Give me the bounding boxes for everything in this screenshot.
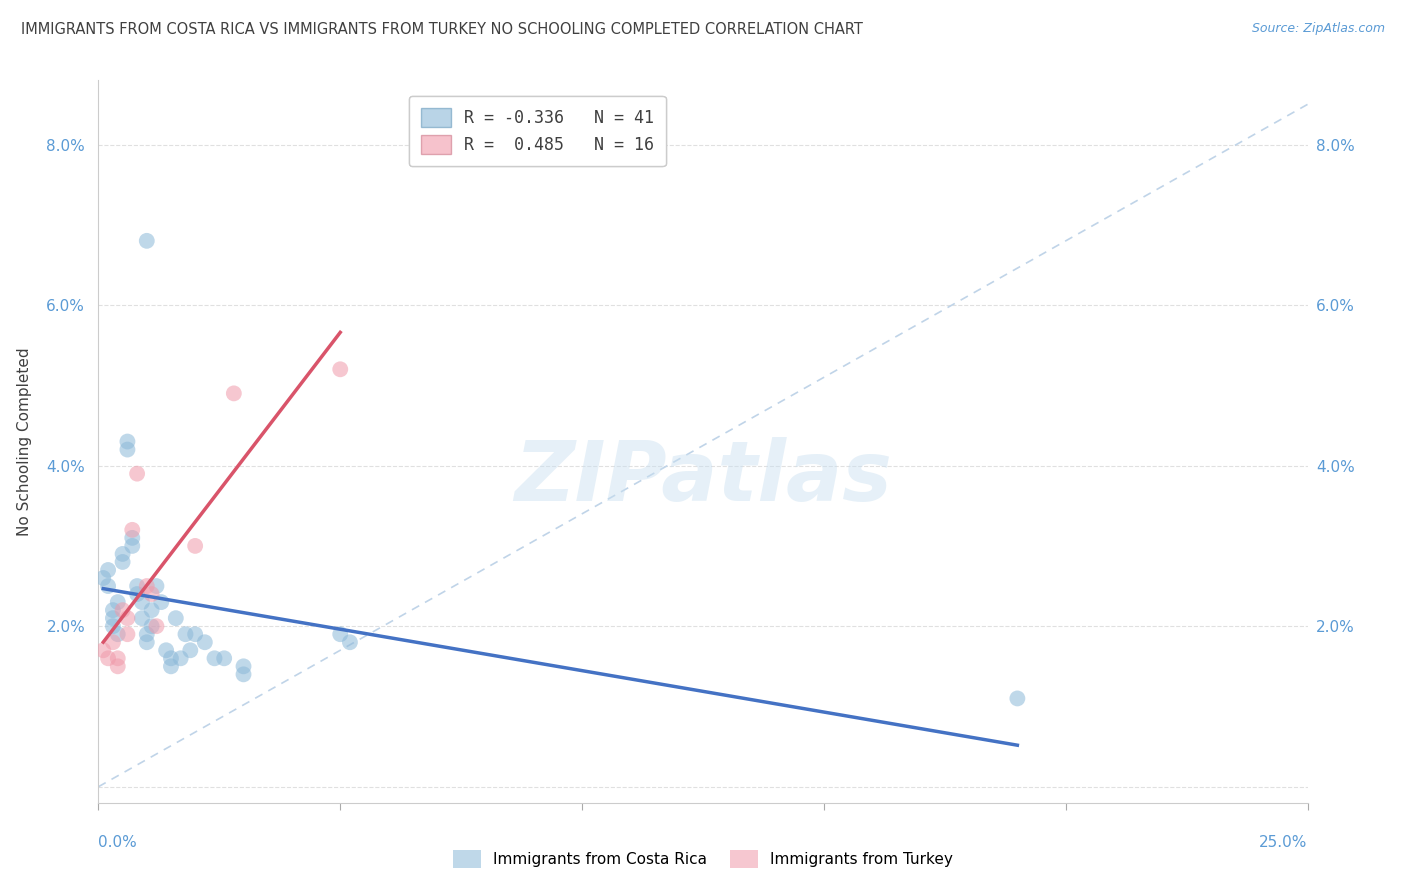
Point xyxy=(111,547,134,561)
Point xyxy=(101,611,124,625)
Point xyxy=(135,234,157,248)
Point xyxy=(141,587,163,601)
Point xyxy=(184,627,207,641)
Point xyxy=(127,467,149,481)
Point xyxy=(107,595,129,609)
Text: IMMIGRANTS FROM COSTA RICA VS IMMIGRANTS FROM TURKEY NO SCHOOLING COMPLETED CORR: IMMIGRANTS FROM COSTA RICA VS IMMIGRANTS… xyxy=(21,22,863,37)
Point xyxy=(97,651,120,665)
Point xyxy=(91,571,114,585)
Point xyxy=(101,635,124,649)
Point xyxy=(165,611,187,625)
Point xyxy=(117,611,139,625)
Text: 0.0%: 0.0% xyxy=(98,835,138,850)
Point xyxy=(131,595,153,609)
Point xyxy=(117,442,139,457)
Point xyxy=(111,555,134,569)
Point xyxy=(135,579,157,593)
Point xyxy=(121,523,143,537)
Point xyxy=(194,635,217,649)
Point xyxy=(97,563,120,577)
Point xyxy=(121,531,143,545)
Point xyxy=(145,579,167,593)
Point xyxy=(145,619,167,633)
Point xyxy=(329,627,352,641)
Point xyxy=(232,667,254,681)
Point xyxy=(135,635,157,649)
Text: ZIPatlas: ZIPatlas xyxy=(515,437,891,518)
Point xyxy=(212,651,235,665)
Point xyxy=(127,587,149,601)
Point xyxy=(174,627,197,641)
Point xyxy=(111,603,134,617)
Point xyxy=(155,643,177,657)
Point xyxy=(101,619,124,633)
Point xyxy=(101,603,124,617)
Point xyxy=(117,434,139,449)
Point xyxy=(179,643,201,657)
Text: Source: ZipAtlas.com: Source: ZipAtlas.com xyxy=(1251,22,1385,36)
Point xyxy=(150,595,173,609)
Point xyxy=(141,619,163,633)
Point xyxy=(160,651,183,665)
Point xyxy=(107,659,129,673)
Point xyxy=(107,651,129,665)
Legend: Immigrants from Costa Rica, Immigrants from Turkey: Immigrants from Costa Rica, Immigrants f… xyxy=(447,844,959,873)
Point xyxy=(121,539,143,553)
Point xyxy=(204,651,226,665)
Legend: R = -0.336   N = 41, R =  0.485   N = 16: R = -0.336 N = 41, R = 0.485 N = 16 xyxy=(409,95,665,166)
Point xyxy=(127,579,149,593)
Point xyxy=(135,627,157,641)
Point xyxy=(184,539,207,553)
Point xyxy=(141,603,163,617)
Point xyxy=(169,651,191,665)
Point xyxy=(339,635,361,649)
Point xyxy=(1007,691,1029,706)
Point xyxy=(131,611,153,625)
Y-axis label: No Schooling Completed: No Schooling Completed xyxy=(17,347,32,536)
Point xyxy=(222,386,245,401)
Point xyxy=(329,362,352,376)
Point xyxy=(91,643,114,657)
Point xyxy=(232,659,254,673)
Point xyxy=(160,659,183,673)
Point xyxy=(107,627,129,641)
Point xyxy=(117,627,139,641)
Text: 25.0%: 25.0% xyxy=(1260,835,1308,850)
Point xyxy=(97,579,120,593)
